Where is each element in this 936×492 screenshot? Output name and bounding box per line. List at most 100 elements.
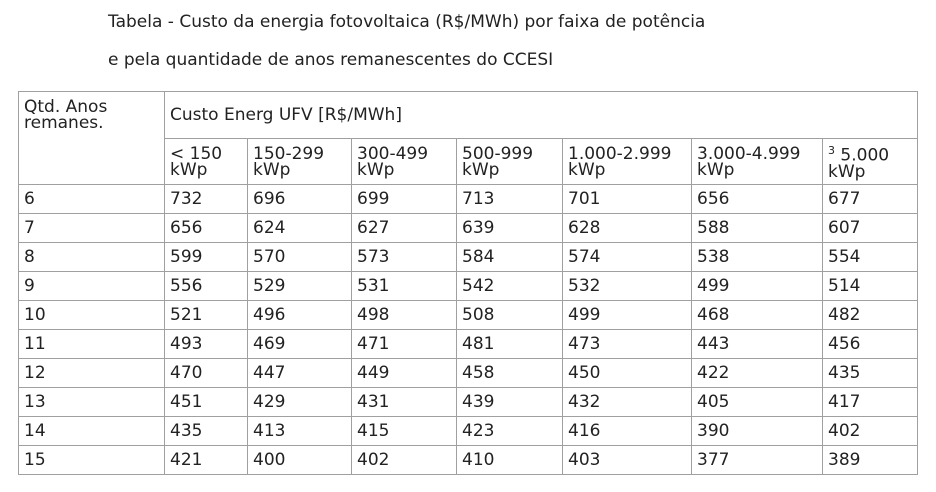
table-caption-line-2: e pela quantidade de anos remanescentes … [108,50,554,70]
cost-cell: 639 [456,213,563,243]
table-row: 15 421 400 402 410 403 377 389 [18,445,919,475]
cost-cell: 471 [351,329,457,359]
table-row: 13 451 429 431 439 432 405 417 [18,387,919,417]
cost-cell: 429 [247,387,352,417]
years-cell: 15 [18,445,165,475]
column-header-range-line: 3 5.000 [828,143,917,164]
cost-cell: 656 [691,184,823,214]
cost-cell: 532 [562,271,692,301]
cost-cell: 531 [351,271,457,301]
header-row-group: Qtd. Anos remanes. Custo Energ UFV [R$/M… [18,91,919,185]
years-cell: 9 [18,271,165,301]
cost-cell: 447 [247,358,352,388]
cost-cell: 713 [456,184,563,214]
years-cell: 11 [18,329,165,359]
table-row: 14 435 413 415 423 416 390 402 [18,416,919,446]
cost-cell: 699 [351,184,457,214]
years-cell: 14 [18,416,165,446]
column-header-3000-4999: 3.000-4.999 kWp [691,138,823,185]
column-header-unit: kWp [170,159,208,180]
superscript-mark: 3 [828,144,835,158]
cost-cell: 435 [164,416,248,446]
cost-cell: 627 [351,213,457,243]
column-header-range: < 150 [170,143,223,164]
cost-cell: 493 [164,329,248,359]
header-row-columns: < 150 kWp 150-299 kWp 300-499 kWp 500-999 kW… [19,138,919,185]
cost-cell: 432 [562,387,692,417]
table-row: 8 599 570 573 584 574 538 554 [18,242,919,272]
cost-cell: 451 [164,387,248,417]
column-header-lt150: < 150 kWp [164,138,248,185]
table-row: 9 556 529 531 542 532 499 514 [18,271,919,301]
cost-cell: 421 [164,445,248,475]
cost-cell: 570 [247,242,352,272]
years-cell: 7 [18,213,165,243]
column-header-unit: kWp [697,159,735,180]
cost-cell: 481 [456,329,563,359]
table-caption-line-1: Tabela - Custo da energia fotovoltaica (… [108,12,706,32]
cost-cell: 696 [247,184,352,214]
cost-cell: 456 [821,329,919,359]
cost-cell: 390 [691,416,823,446]
cost-cell: 450 [562,358,692,388]
table-row: 7 656 624 627 639 628 588 607 [18,213,919,243]
cost-cell: 469 [247,329,352,359]
cost-cell: 538 [691,242,823,272]
cost-cell: 400 [247,445,352,475]
cost-cell: 431 [351,387,457,417]
column-header-range: 1.000-2.999 [568,143,672,164]
column-header-500-999: 500-999 kWp [456,138,563,185]
cost-cell: 554 [821,242,919,272]
column-header-5000-plus: 3 5.000 kWp [821,138,919,185]
cost-cell: 415 [351,416,457,446]
cost-cell: 499 [562,300,692,330]
cost-cell: 468 [691,300,823,330]
cost-cell: 435 [821,358,919,388]
cost-cell: 584 [456,242,563,272]
cost-cell: 423 [456,416,563,446]
cost-cell: 628 [562,213,692,243]
cost-cell: 499 [691,271,823,301]
cost-cell: 498 [351,300,457,330]
cost-cell: 403 [562,445,692,475]
cost-cell: 417 [821,387,919,417]
cost-cell: 482 [821,300,919,330]
corner-header-cell: Qtd. Anos remanes. [18,91,165,185]
cost-cell: 439 [456,387,563,417]
table-row: 10 521 496 498 508 499 468 482 [18,300,919,330]
column-header-range: 5.000 [840,145,890,166]
cost-cell: 732 [164,184,248,214]
cost-cell: 413 [247,416,352,446]
cost-cell: 508 [456,300,563,330]
column-header-range: 3.000-4.999 [697,143,801,164]
table-row: 6 732 696 699 713 701 656 677 [18,184,919,214]
cost-cell: 529 [247,271,352,301]
column-header-unit: kWp [253,159,291,180]
cost-cell: 405 [691,387,823,417]
cost-cell: 410 [456,445,563,475]
table-row: 12 470 447 449 458 450 422 435 [18,358,919,388]
cost-cell: 416 [562,416,692,446]
cost-cell: 389 [821,445,919,475]
cost-cell: 458 [456,358,563,388]
cost-cell: 470 [164,358,248,388]
years-cell: 8 [18,242,165,272]
column-header-range: 300-499 [357,143,429,164]
cost-cell: 656 [164,213,248,243]
column-header-range: 500-999 [462,143,534,164]
cost-cell: 473 [562,329,692,359]
cost-cell: 677 [821,184,919,214]
energy-cost-table: Qtd. Anos remanes. Custo Energ UFV [R$/M… [18,91,919,475]
years-cell: 6 [18,184,165,214]
cost-cell: 588 [691,213,823,243]
cost-cell: 701 [562,184,692,214]
cost-cell: 449 [351,358,457,388]
cost-cell: 402 [351,445,457,475]
cost-cell: 556 [164,271,248,301]
cost-cell: 573 [351,242,457,272]
years-cell: 10 [18,300,165,330]
cost-cell: 377 [691,445,823,475]
corner-header-line-2: remanes. [24,113,104,133]
column-header-unit: kWp [568,159,606,180]
column-header-300-499: 300-499 kWp [351,138,457,185]
